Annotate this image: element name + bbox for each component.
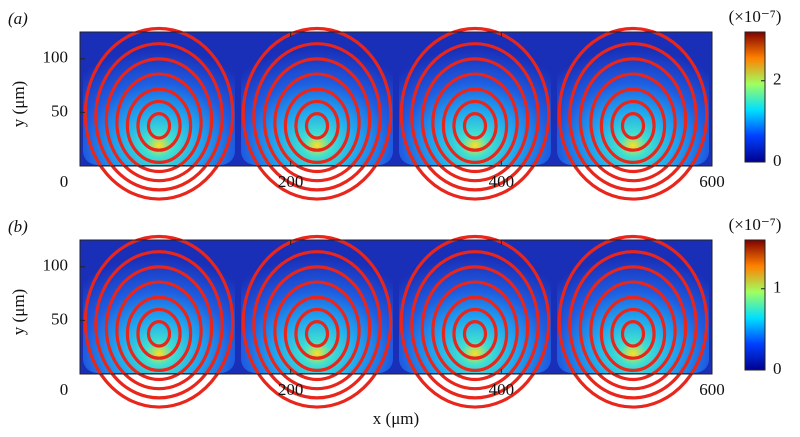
streamline: [420, 265, 530, 391]
streamline: [146, 112, 172, 140]
streamline: [399, 234, 551, 409]
streamline: [610, 99, 656, 152]
x-tick-label: 600: [699, 172, 725, 191]
streamline: [568, 42, 698, 192]
streamline: [273, 72, 361, 174]
streamline: [262, 265, 372, 391]
panel: 0 200 400 600 50 100 (a) y (μm) 0 2 (×10⁻⁷): [8, 7, 782, 201]
panel: 0 200 400 600 50 100 (b) y (μm) x (μm) 0 1 (×10⁻⁷): [8, 215, 782, 428]
x-axis-label: x (μm): [373, 409, 419, 428]
plot-frame: [79, 31, 713, 167]
colorbar: [744, 239, 766, 371]
streamline: [420, 57, 530, 183]
x-tick-label: 600: [699, 380, 725, 399]
streamline: [104, 57, 214, 183]
streamline: [589, 72, 677, 174]
y-axis-label: y (μm): [9, 81, 28, 127]
colorbar-tick-label: 0: [773, 359, 782, 378]
colorbar-tick-label: 0: [773, 151, 782, 170]
streamline: [452, 307, 498, 360]
streamline: [146, 320, 172, 348]
streamline: [610, 307, 656, 360]
streamline: [241, 26, 393, 201]
streamline: [620, 112, 646, 140]
streamline: [431, 72, 519, 174]
y-tick-label: 50: [51, 101, 68, 120]
streamline: [136, 307, 182, 360]
y-axis-label: y (μm): [9, 289, 28, 335]
streamline: [462, 112, 488, 140]
streamline: [83, 234, 235, 409]
streamline: [241, 234, 393, 409]
streamline: [252, 250, 382, 400]
streamline: [578, 265, 688, 391]
streamline: [399, 26, 551, 201]
streamline: [125, 295, 193, 372]
colorbar-scale-label: (×10⁻⁷): [729, 215, 782, 234]
panel-label: (b): [8, 217, 28, 236]
streamline: [104, 265, 214, 391]
streamline: [431, 280, 519, 382]
streamline: [304, 112, 330, 140]
streamline: [578, 57, 688, 183]
streamline: [273, 280, 361, 382]
streamline: [262, 57, 372, 183]
streamline: [589, 280, 677, 382]
streamline: [94, 250, 224, 400]
streamline: [115, 72, 203, 174]
streamline: [452, 99, 498, 152]
x-tick-label: 200: [278, 172, 304, 191]
streamline: [599, 87, 667, 164]
colorbar: [744, 31, 766, 163]
panel-label: (a): [8, 9, 28, 28]
streamline: [125, 87, 193, 164]
x-tick-label: 0: [60, 380, 69, 399]
colorbar-tick-label: 1: [773, 278, 782, 297]
streamline: [252, 42, 382, 192]
plot-frame: [79, 239, 713, 375]
x-tick-label: 0: [60, 172, 69, 191]
streamline: [557, 26, 709, 201]
streamline: [115, 280, 203, 382]
streamline: [283, 87, 351, 164]
streamline: [294, 307, 340, 360]
streamline: [620, 320, 646, 348]
streamline: [441, 295, 509, 372]
streamline: [441, 87, 509, 164]
y-tick-label: 100: [43, 48, 69, 67]
streamline: [568, 250, 698, 400]
streamline: [557, 234, 709, 409]
streamline: [283, 295, 351, 372]
x-tick-label: 400: [489, 380, 515, 399]
streamline: [136, 99, 182, 152]
streamline: [462, 320, 488, 348]
y-tick-label: 50: [51, 309, 68, 328]
y-tick-label: 100: [43, 256, 69, 275]
colorbar-scale-label: (×10⁻⁷): [729, 7, 782, 26]
streamline: [410, 42, 540, 192]
streamline: [410, 250, 540, 400]
colorbar-tick-label: 2: [773, 70, 782, 89]
streamline: [304, 320, 330, 348]
x-tick-label: 200: [278, 380, 304, 399]
x-tick-label: 400: [489, 172, 515, 191]
streamline: [294, 99, 340, 152]
streamline: [83, 26, 235, 201]
streamline: [94, 42, 224, 192]
streamline: [599, 295, 667, 372]
